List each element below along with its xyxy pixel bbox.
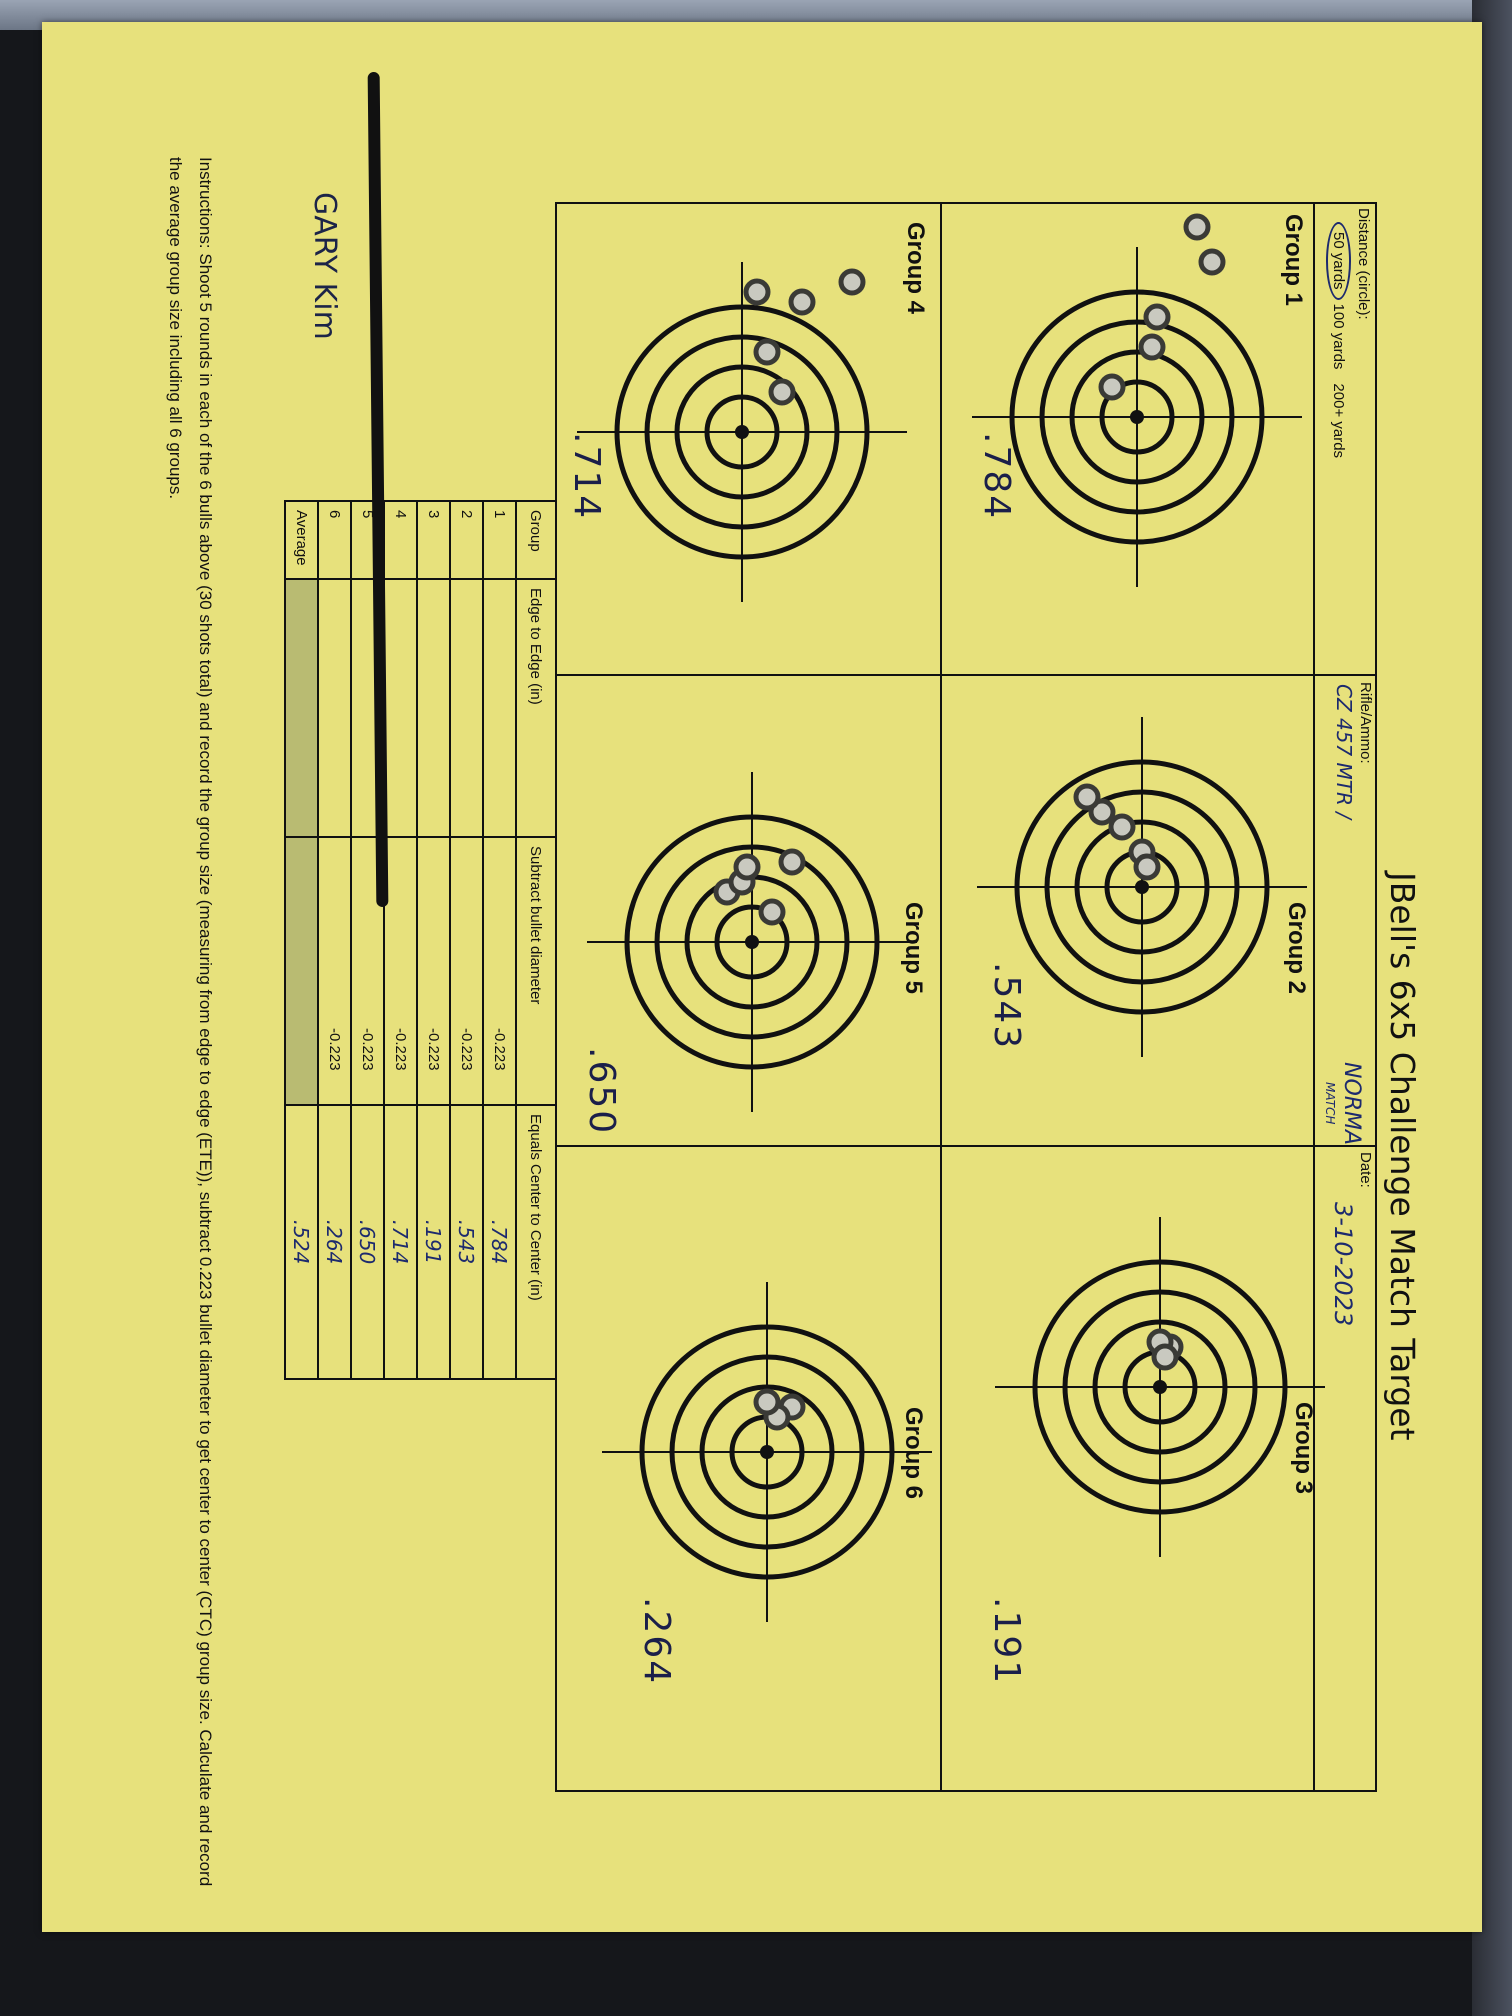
target-ring <box>699 1384 835 1520</box>
table-row: Average .524 <box>285 501 318 1379</box>
cell-sub: -0.223 <box>450 837 483 1105</box>
target-ring <box>1039 319 1235 515</box>
cell-ctc: .650 <box>351 1105 384 1379</box>
cell-ete <box>417 579 450 837</box>
cell-sub <box>285 837 318 1105</box>
bullet-hole <box>788 288 816 316</box>
cell-ctc: .191 <box>417 1105 450 1379</box>
group-1-ctc: .784 <box>976 432 1017 521</box>
target-ring <box>639 1324 895 1580</box>
target-ring <box>674 364 810 500</box>
bullet-hole <box>1098 373 1126 401</box>
target-sheet: JBell's 6x5 Challenge Match Target Dista… <box>42 22 1482 1932</box>
shooter-name: GARY Kim <box>307 192 342 340</box>
table-row: 4 -0.223.714 <box>384 501 417 1379</box>
bullet-hole <box>1073 783 1101 811</box>
target-ring <box>1009 289 1265 545</box>
bullet-hole <box>778 848 806 876</box>
bullet-hole <box>753 338 781 366</box>
cell-ctc: .543 <box>450 1105 483 1379</box>
cell-group: 4 <box>384 501 417 579</box>
cell-sub: -0.223 <box>483 837 516 1105</box>
cell-group: Average <box>285 501 318 579</box>
bullet-hole <box>733 853 761 881</box>
target-bull-1 <box>972 213 1302 587</box>
bullet-hole <box>743 278 771 306</box>
bullet-hole <box>1108 813 1136 841</box>
target-bull-2 <box>977 717 1307 1057</box>
header-subtract: Subtract bullet diameter <box>516 837 556 1105</box>
target-center-dot <box>745 935 759 949</box>
bullet-hole <box>1198 248 1226 276</box>
table-header-row: Group Edge to Edge (in) Subtract bullet … <box>516 501 556 1379</box>
group-2-ctc: .543 <box>986 962 1027 1051</box>
cell-ete <box>450 579 483 837</box>
bullet-hole <box>758 898 786 926</box>
cell-ctc: .714 <box>384 1105 417 1379</box>
target-ring <box>1074 819 1210 955</box>
bullet-hole <box>1143 303 1171 331</box>
table-row: 6 -0.223.264 <box>318 501 351 1379</box>
target-bull-6 <box>602 1282 932 1622</box>
cell-ctc: .264 <box>318 1105 351 1379</box>
bullet-hole <box>838 268 866 296</box>
target-center-dot <box>760 1445 774 1459</box>
target-bull-5 <box>587 772 917 1112</box>
bullet-hole <box>1138 333 1166 361</box>
target-ring <box>1032 1259 1288 1515</box>
cell-ete <box>318 579 351 837</box>
target-ring <box>704 394 780 470</box>
group-5-ctc: .650 <box>581 1047 622 1136</box>
target-center-dot <box>1135 880 1149 894</box>
bullet-hole <box>1151 1343 1179 1371</box>
group-3-ctc: .191 <box>986 1597 1027 1686</box>
table-row: 2 -0.223.543 <box>450 501 483 1379</box>
cell-ete <box>384 579 417 837</box>
cell-ete <box>285 579 318 837</box>
targets-layer <box>577 213 1325 1622</box>
target-ring <box>614 304 870 560</box>
bullet-hole <box>753 1388 781 1416</box>
header-ctc: Equals Center to Center (in) <box>516 1105 556 1379</box>
table-row: 3 -0.223.191 <box>417 501 450 1379</box>
target-ring <box>644 334 840 530</box>
header-ete: Edge to Edge (in) <box>516 579 556 837</box>
cell-ete <box>483 579 516 837</box>
target-ring <box>1062 1289 1258 1485</box>
cell-sub: -0.223 <box>318 837 351 1105</box>
target-ring <box>654 844 850 1040</box>
target-ring <box>1044 789 1240 985</box>
cell-sub: -0.223 <box>384 837 417 1105</box>
target-ring <box>1092 1319 1228 1455</box>
instructions: Instructions: Shoot 5 rounds in each of … <box>166 157 215 1887</box>
bullet-hole <box>768 378 796 406</box>
results-table: Group Edge to Edge (in) Subtract bullet … <box>284 500 557 1380</box>
target-ring <box>669 1354 865 1550</box>
target-center-dot <box>735 425 749 439</box>
target-ring <box>714 904 790 980</box>
target-ring <box>1014 759 1270 1015</box>
cell-group: 6 <box>318 501 351 579</box>
group-6-ctc: .264 <box>636 1597 677 1686</box>
bullet-hole <box>1183 213 1211 241</box>
group-4-ctc: .714 <box>566 432 607 521</box>
cell-group: 1 <box>483 501 516 579</box>
target-center-dot <box>1130 410 1144 424</box>
cell-ctc: .524 <box>285 1105 318 1379</box>
bullet-hole <box>1133 853 1161 881</box>
target-bull-3 <box>995 1217 1325 1557</box>
header-group: Group <box>516 501 556 579</box>
table-row: 1 -0.223.784 <box>483 501 516 1379</box>
target-ring <box>1069 349 1205 485</box>
target-bull-4 <box>577 262 907 602</box>
target-center-dot <box>1153 1380 1167 1394</box>
cell-sub: -0.223 <box>417 837 450 1105</box>
cell-ctc: .784 <box>483 1105 516 1379</box>
target-ring <box>624 814 880 1070</box>
cell-group: 3 <box>417 501 450 579</box>
target-ring <box>1099 379 1175 455</box>
cell-group: 2 <box>450 501 483 579</box>
